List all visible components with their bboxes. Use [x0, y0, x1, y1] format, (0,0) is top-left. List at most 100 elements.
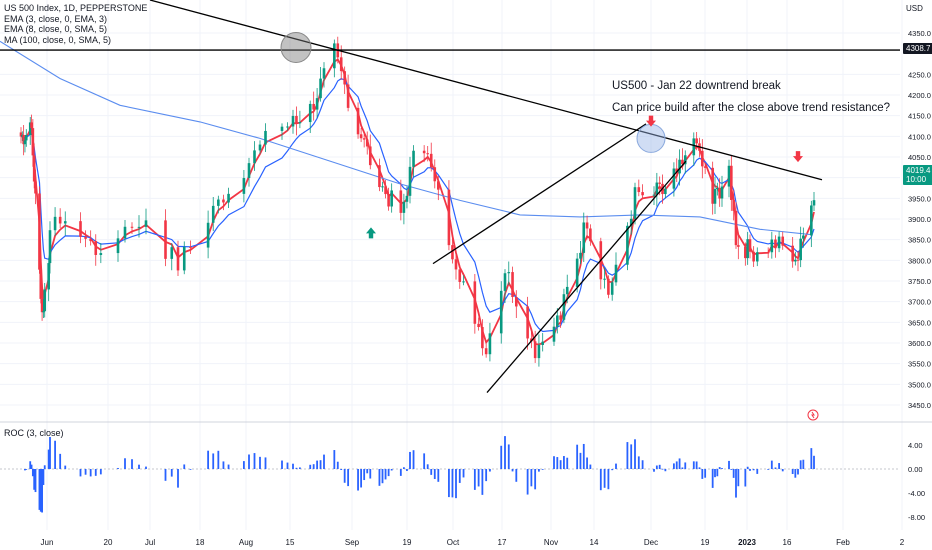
candle: [333, 39, 336, 78]
candle: [607, 275, 610, 299]
candle: [258, 140, 262, 154]
candle-body: [242, 178, 246, 194]
roc-bar: [455, 469, 457, 499]
roc-bar: [500, 445, 503, 469]
roc-bar: [794, 469, 797, 478]
roc-bar: [791, 469, 794, 475]
candle-body: [40, 298, 44, 313]
candle-body: [746, 239, 749, 259]
candle: [744, 242, 747, 266]
roc-bar: [402, 467, 405, 469]
candle: [34, 169, 37, 205]
candle: [31, 119, 35, 167]
roc-bar: [563, 456, 565, 469]
roc-bar: [292, 463, 294, 469]
candle: [672, 162, 676, 197]
roc-bar: [721, 468, 723, 469]
candle-body: [359, 134, 363, 139]
x-tick-label: 19: [701, 538, 710, 547]
candle: [732, 189, 735, 221]
roc-bar: [813, 455, 815, 469]
roc-bar: [637, 456, 640, 469]
candle: [94, 234, 98, 266]
candle: [38, 186, 41, 274]
roc-bar: [451, 469, 454, 498]
roc-bar: [295, 467, 298, 469]
candle-body: [99, 253, 103, 255]
candle-body: [130, 226, 134, 228]
candle: [652, 186, 656, 205]
x-tick-label: 14: [590, 538, 599, 547]
candle: [222, 194, 225, 211]
candle-body: [94, 241, 98, 255]
x-tick-label: 2: [900, 538, 905, 547]
candle: [629, 210, 633, 235]
y-tick-label: 3900.0: [908, 215, 931, 224]
candle-body: [777, 236, 781, 249]
candle-body: [23, 140, 27, 145]
candle-body: [28, 122, 32, 135]
roc-bar: [207, 450, 210, 469]
roc-bar: [664, 469, 667, 472]
roc-bar: [489, 469, 491, 472]
x-tick-label: 17: [498, 538, 507, 547]
roc-bar: [259, 456, 261, 469]
candle: [58, 208, 62, 228]
roc-bar: [47, 449, 50, 469]
candle-body: [63, 221, 67, 224]
candle-body: [462, 281, 465, 283]
candle: [812, 192, 816, 212]
candle: [362, 132, 366, 148]
roc-bar: [481, 469, 484, 495]
candle: [770, 231, 774, 259]
roc-bar: [744, 469, 747, 487]
x-tick-label: Jul: [145, 538, 155, 547]
roc-bar: [485, 469, 488, 482]
candle-body: [711, 167, 714, 204]
candle-body: [123, 226, 127, 239]
ema3-legend: EMA (3, close, 0, EMA, 3): [4, 13, 108, 24]
candle: [399, 179, 403, 221]
candle-body: [579, 252, 582, 259]
candle: [264, 123, 267, 153]
x-tick-label: Sep: [345, 538, 360, 547]
countdown: 10:00: [906, 175, 927, 184]
candle: [384, 180, 387, 199]
roc-tick-label: -4.00: [908, 489, 925, 498]
candle: [390, 183, 393, 213]
roc-bar: [752, 469, 755, 471]
roc-bar: [684, 462, 687, 469]
roc-bar: [799, 460, 802, 469]
roc-bar: [124, 458, 126, 469]
roc-bar: [511, 469, 514, 472]
roc-bar: [756, 469, 759, 474]
roc-bar: [164, 469, 167, 481]
roc-bar: [33, 469, 36, 490]
candle: [426, 146, 429, 162]
ma100-line: [0, 40, 813, 236]
roc-bar: [131, 459, 133, 469]
roc-bar: [579, 452, 582, 469]
candle-body: [703, 166, 707, 168]
candle-body: [84, 236, 87, 239]
candle: [247, 157, 251, 187]
candle: [315, 88, 319, 119]
roc-bar: [582, 443, 585, 469]
candle: [664, 185, 667, 199]
roc-bar: [138, 464, 140, 469]
candle-body: [541, 341, 544, 345]
roc-bar: [264, 457, 267, 469]
candle-body: [652, 194, 656, 196]
roc-bar: [526, 469, 529, 495]
candle-body: [182, 246, 186, 271]
x-tick-label: Feb: [836, 538, 850, 547]
candle: [559, 311, 562, 328]
roc-bar: [64, 465, 67, 469]
ema3-line: [20, 58, 815, 346]
candle: [488, 322, 492, 362]
candle: [637, 179, 641, 197]
roc-bar: [366, 469, 369, 474]
candle: [368, 134, 372, 170]
candle-body: [766, 252, 770, 254]
